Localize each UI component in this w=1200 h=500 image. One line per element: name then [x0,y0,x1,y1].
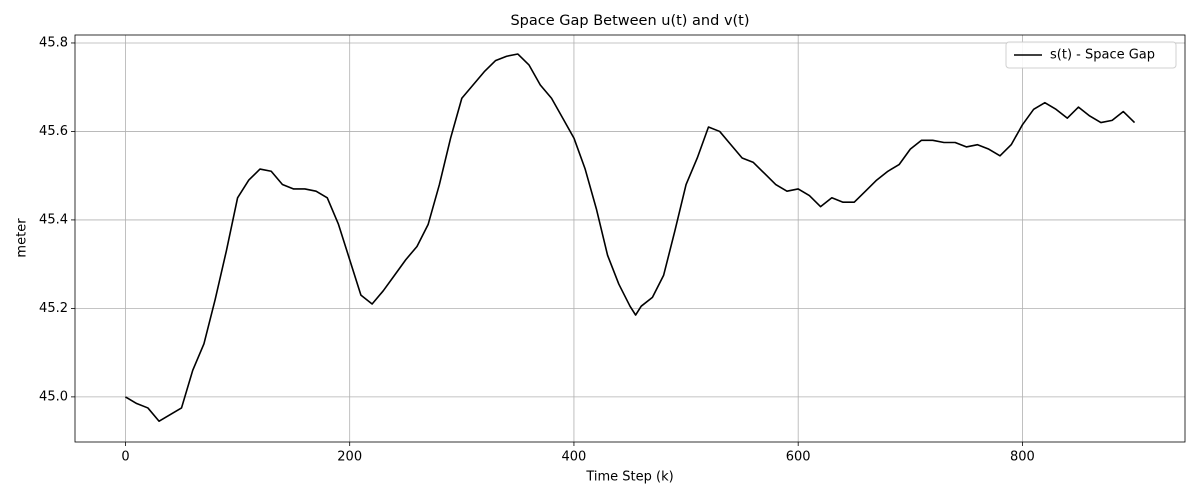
legend-box [1005,41,1177,69]
x-tick-label: 400 [562,450,587,465]
x-tick-label: 800 [1010,450,1035,465]
x-axis-label: Time Step (k) [585,470,673,485]
y-axis-label: meter [15,218,30,258]
x-tick-label: 600 [786,450,811,465]
legend-label: s(t) - Space Gap [1050,48,1155,63]
y-tick-label: 45.0 [39,389,68,404]
plot-frame [74,34,1186,443]
y-tick-label: 45.8 [39,35,68,50]
y-tick-label: 45.6 [39,124,68,139]
y-tick-label: 45.2 [39,301,68,316]
x-tick-label: 200 [337,450,362,465]
data-line [125,53,1136,423]
x-tick-label: 0 [121,450,129,465]
y-tick-label: 45.4 [39,212,68,227]
chart-title: Space Gap Between u(t) and v(t) [510,13,749,29]
